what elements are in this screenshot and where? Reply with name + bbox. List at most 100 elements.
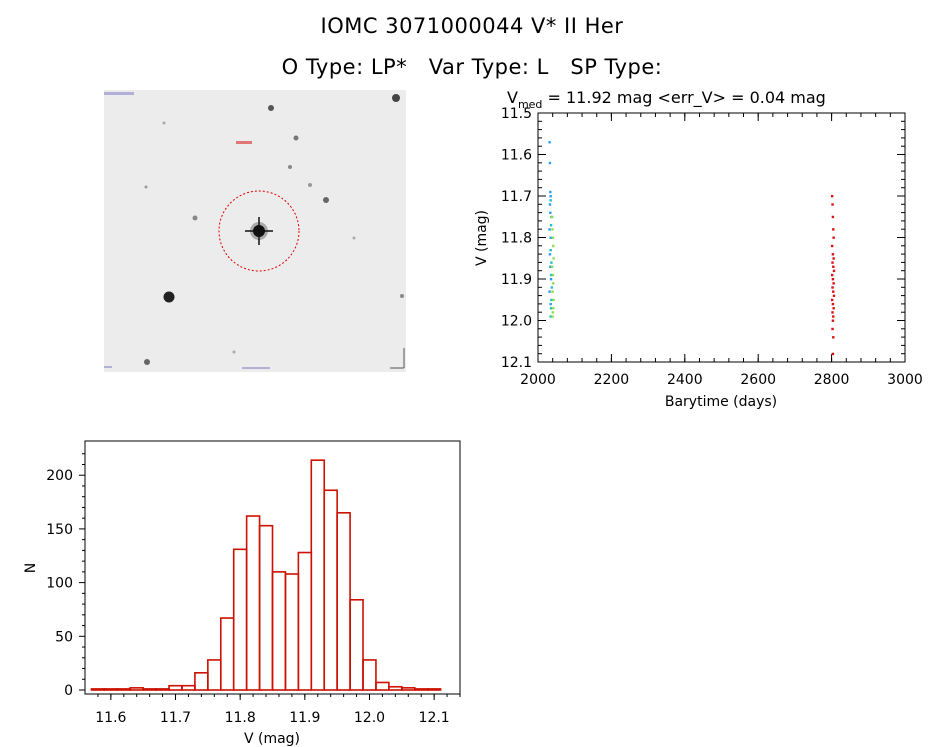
- x-tick-label: 12.0: [354, 710, 385, 726]
- data-point: [832, 236, 835, 239]
- title-sub: med: [518, 98, 542, 111]
- histogram-bar: [232, 548, 248, 691]
- x-tick-label: 11.6: [95, 710, 126, 726]
- data-point: [548, 253, 552, 256]
- field-star: [323, 197, 329, 203]
- data-point: [549, 236, 552, 239]
- x-tick-label: 11.7: [160, 710, 191, 726]
- object-types-line: O Type: LP* Var Type: L SP Type:: [0, 55, 944, 79]
- x-tick-label: 12.1: [419, 710, 450, 726]
- data-point: [549, 273, 553, 277]
- data-point: [549, 315, 552, 318]
- data-point: [550, 298, 553, 302]
- data-point: [551, 228, 554, 231]
- field-star: [293, 135, 299, 141]
- histogram-bar: [426, 688, 442, 691]
- histogram-bar: [142, 688, 157, 691]
- histogram-bar: [375, 681, 390, 691]
- data-point: [550, 261, 553, 264]
- title-rest: = 11.92 mag <err_V> = 0.04 mag: [542, 88, 825, 108]
- variable-type: Var Type: L: [428, 55, 549, 79]
- histogram-bar: [413, 688, 429, 691]
- data-point: [552, 257, 555, 260]
- data-point: [551, 315, 554, 318]
- data-point: [552, 244, 555, 248]
- y-tick-label: 11.9: [501, 272, 532, 288]
- y-tick-label: 12.0: [501, 314, 532, 330]
- data-point: [551, 311, 555, 314]
- histogram-bar: [129, 687, 144, 691]
- data-point: [832, 294, 836, 297]
- y-tick-label: 200: [46, 468, 73, 484]
- finder-chart-svg: [104, 90, 406, 372]
- data-point: [550, 215, 553, 219]
- data-point: [549, 265, 552, 268]
- light-curve-title: Vmed = 11.92 mag <err_V> = 0.04 mag: [507, 88, 826, 111]
- field-star: [392, 94, 400, 102]
- target-circle: [218, 190, 300, 272]
- data-point: [832, 315, 835, 318]
- field-star: [144, 359, 150, 365]
- bottom-label: [242, 367, 270, 369]
- histogram-ylabel: N: [23, 563, 39, 573]
- data-point: [830, 298, 834, 302]
- histogram-bar: [207, 659, 222, 691]
- field-star: [288, 165, 292, 169]
- histogram-bar: [116, 688, 132, 691]
- data-point: [832, 290, 835, 293]
- data-point: [831, 327, 834, 331]
- data-point: [831, 286, 834, 289]
- corner-label: [104, 92, 134, 95]
- data-point: [831, 302, 835, 306]
- data-point: [550, 215, 554, 219]
- data-point: [548, 290, 551, 293]
- data-point: [831, 253, 835, 256]
- light-curve-xlabel: Barytime (days): [665, 394, 777, 410]
- histogram-bar: [297, 551, 313, 691]
- data-point: [832, 228, 835, 231]
- data-point: [548, 203, 552, 206]
- object-type: O Type: LP*: [281, 55, 408, 79]
- light-curve-ticks: 2000 2200 2400 2600 2800 3000 11.5 11.6 11.7 11.8…: [501, 106, 923, 388]
- field-star: [192, 215, 198, 221]
- object-title: IOMC 3071000044 V* II Her: [320, 14, 624, 38]
- data-point: [831, 319, 835, 322]
- data-point: [832, 282, 835, 285]
- data-point: [551, 273, 555, 277]
- data-point: [550, 265, 554, 268]
- y-tick-label: 11.8: [501, 231, 532, 247]
- histogram-bar: [323, 489, 338, 691]
- data-point: [552, 307, 555, 310]
- data-point: [548, 161, 552, 165]
- field-star: [162, 121, 166, 125]
- data-point: [549, 224, 553, 227]
- data-point: [832, 265, 835, 268]
- histogram-bar: [168, 684, 183, 691]
- histogram-bar: [271, 571, 287, 691]
- histogram-bars: [90, 459, 442, 691]
- x-tick-label: 11.9: [289, 710, 320, 726]
- data-point: [831, 311, 834, 314]
- x-tick-label: 2600: [740, 372, 776, 388]
- y-tick-label: 11.7: [501, 189, 532, 205]
- data-point: [549, 211, 552, 214]
- histogram-bar: [219, 617, 235, 691]
- histogram-bar: [284, 573, 300, 691]
- field-star: [308, 183, 312, 187]
- field-star: [352, 236, 356, 240]
- histogram-bar: [103, 688, 119, 691]
- data-point: [832, 336, 835, 339]
- y-tick-label: 150: [46, 522, 73, 538]
- histogram-ticks: 11.6 11.7 11.8 11.9 12.0 12.1 0 50 100 150 200: [46, 453, 461, 726]
- data-point: [551, 236, 555, 239]
- data-point: [831, 278, 835, 281]
- data-point: [549, 278, 553, 281]
- histogram-bar: [155, 688, 170, 691]
- data-point: [549, 190, 552, 194]
- data-point: [831, 352, 835, 356]
- data-point: [549, 248, 552, 252]
- spectral-type: SP Type:: [570, 55, 663, 79]
- x-tick-label: 2400: [667, 372, 703, 388]
- data-point: [549, 199, 552, 202]
- histogram-bar: [258, 524, 274, 691]
